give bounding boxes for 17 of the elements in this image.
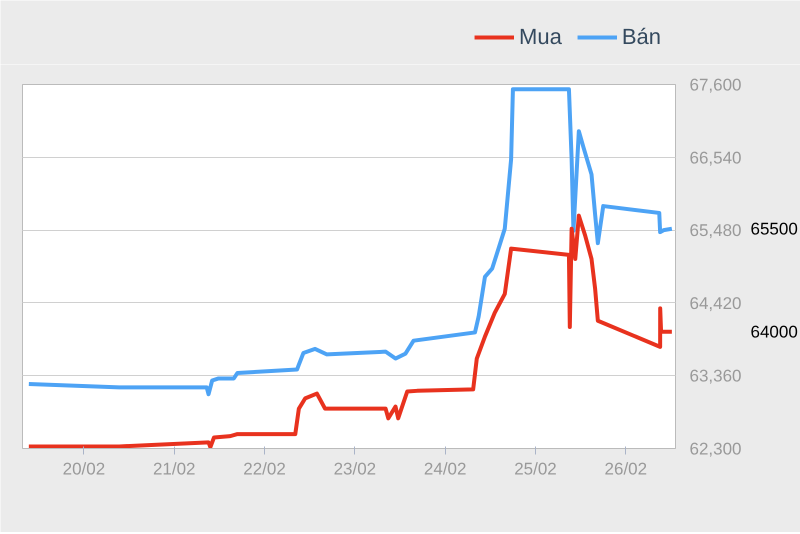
legend-label: Bán xyxy=(622,24,661,50)
y-tick-label: 64,420 xyxy=(690,294,742,313)
x-tick-label: 20/02 xyxy=(62,460,106,478)
text: 64000 xyxy=(750,322,798,342)
x-tick-label: 22/02 xyxy=(243,460,286,478)
y-tick-label: 65,480 xyxy=(690,221,742,240)
y-tick-label: 62,300 xyxy=(690,440,742,458)
y-tick-label: 66,540 xyxy=(690,148,742,168)
legend-label: Mua xyxy=(519,24,562,50)
y-tick-label: 63,360 xyxy=(690,366,742,386)
x-tick-label: 24/02 xyxy=(424,460,466,478)
x-tick-label: 25/02 xyxy=(514,460,557,478)
x-tick-label: 23/02 xyxy=(334,460,376,478)
text: 65500 xyxy=(750,220,798,239)
x-tick-label: 26/02 xyxy=(604,460,648,478)
y-tick-label: 67,600 xyxy=(690,76,742,94)
x-tick-label: 21/02 xyxy=(152,460,196,478)
